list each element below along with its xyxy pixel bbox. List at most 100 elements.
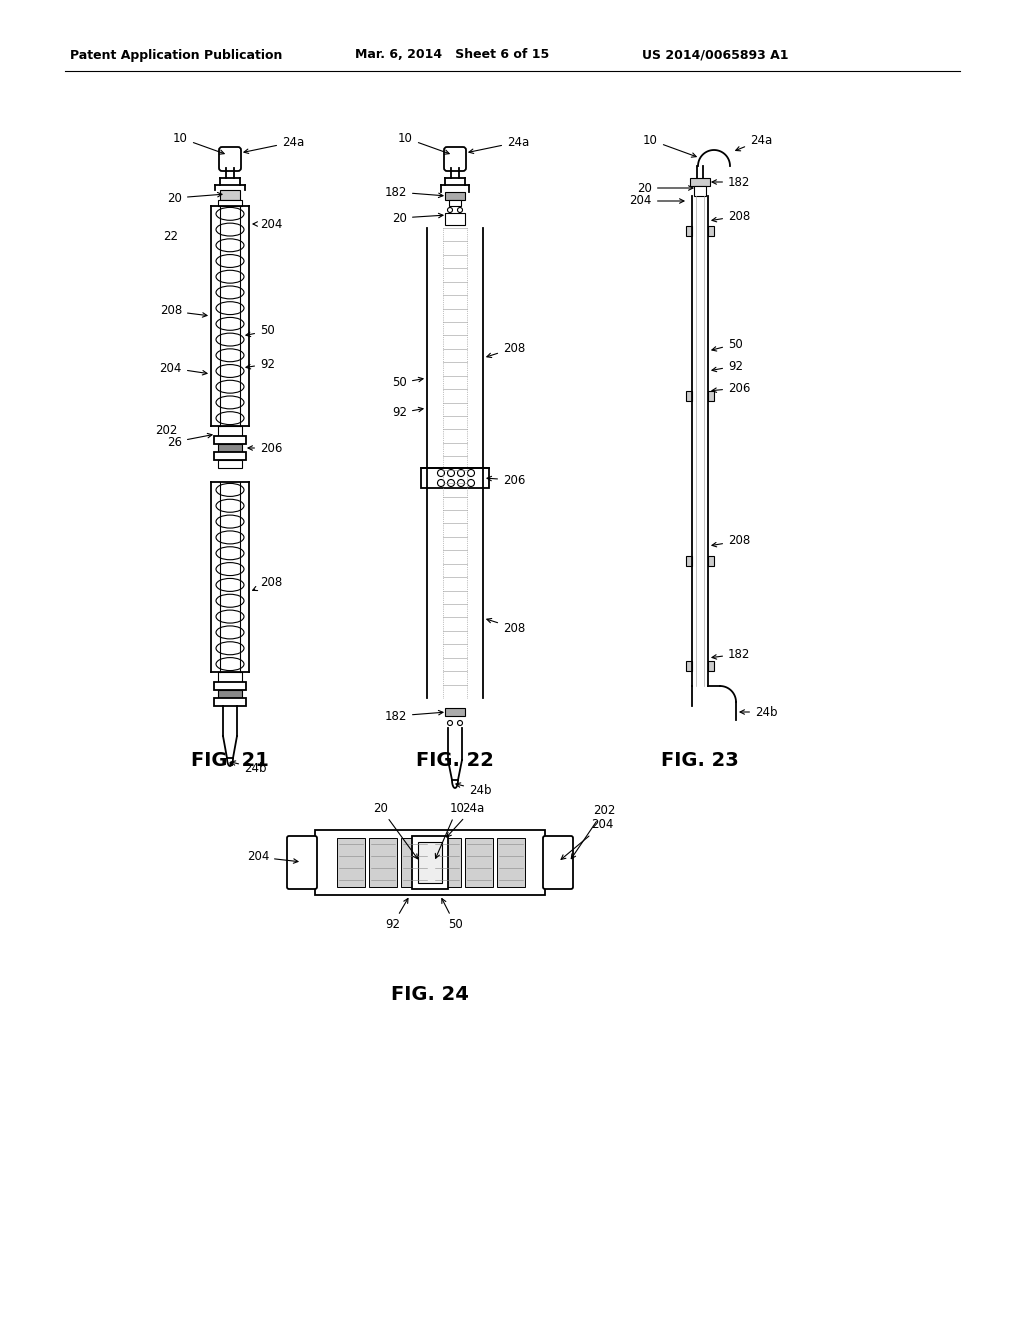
Text: 92: 92 bbox=[385, 899, 408, 932]
Bar bbox=[214, 451, 246, 459]
Text: 50: 50 bbox=[441, 899, 463, 932]
Ellipse shape bbox=[447, 470, 455, 477]
Bar bbox=[497, 838, 525, 887]
Ellipse shape bbox=[216, 412, 244, 425]
Text: 182: 182 bbox=[385, 710, 443, 722]
Text: FIG. 23: FIG. 23 bbox=[662, 751, 739, 770]
Ellipse shape bbox=[216, 578, 244, 591]
Text: US 2014/0065893 A1: US 2014/0065893 A1 bbox=[642, 49, 788, 62]
Text: 182: 182 bbox=[712, 648, 751, 660]
Text: 24b: 24b bbox=[230, 760, 266, 775]
Ellipse shape bbox=[216, 207, 244, 220]
Ellipse shape bbox=[447, 721, 453, 726]
Text: 92: 92 bbox=[712, 359, 743, 372]
Text: 208: 208 bbox=[712, 535, 751, 548]
Text: 10: 10 bbox=[435, 801, 465, 858]
Text: 50: 50 bbox=[246, 325, 274, 338]
Bar bbox=[686, 391, 692, 401]
Bar bbox=[418, 842, 442, 883]
Ellipse shape bbox=[216, 657, 244, 671]
FancyBboxPatch shape bbox=[219, 147, 241, 172]
Text: 182: 182 bbox=[712, 176, 751, 189]
Ellipse shape bbox=[216, 515, 244, 528]
Bar bbox=[445, 213, 465, 224]
Text: FIG. 21: FIG. 21 bbox=[191, 751, 269, 770]
Text: 20: 20 bbox=[167, 191, 222, 205]
Bar bbox=[218, 201, 242, 206]
Ellipse shape bbox=[216, 499, 244, 512]
Bar bbox=[214, 436, 246, 444]
Text: 50: 50 bbox=[712, 338, 742, 351]
Bar bbox=[218, 426, 242, 436]
Bar bbox=[686, 661, 692, 671]
Ellipse shape bbox=[216, 594, 244, 607]
Bar bbox=[218, 690, 242, 698]
Ellipse shape bbox=[216, 364, 244, 378]
Ellipse shape bbox=[216, 239, 244, 252]
Ellipse shape bbox=[458, 207, 463, 213]
Text: 182: 182 bbox=[385, 186, 443, 198]
Text: 26: 26 bbox=[167, 433, 212, 449]
Bar bbox=[686, 556, 692, 566]
Ellipse shape bbox=[216, 271, 244, 284]
Ellipse shape bbox=[468, 479, 474, 487]
Bar bbox=[445, 191, 465, 201]
Bar bbox=[369, 838, 397, 887]
Bar bbox=[708, 226, 714, 236]
Bar bbox=[686, 226, 692, 236]
Ellipse shape bbox=[437, 479, 444, 487]
Ellipse shape bbox=[216, 642, 244, 655]
Bar bbox=[445, 708, 465, 715]
Bar bbox=[315, 830, 545, 895]
Text: 206: 206 bbox=[712, 381, 751, 395]
Bar bbox=[690, 178, 710, 186]
Text: 204: 204 bbox=[630, 194, 684, 207]
Ellipse shape bbox=[216, 546, 244, 560]
Ellipse shape bbox=[216, 380, 244, 393]
FancyBboxPatch shape bbox=[543, 836, 573, 888]
Bar bbox=[337, 838, 365, 887]
Text: FIG. 24: FIG. 24 bbox=[391, 986, 469, 1005]
Ellipse shape bbox=[458, 721, 463, 726]
Text: 208: 208 bbox=[160, 305, 207, 318]
Text: 24b: 24b bbox=[456, 783, 492, 796]
Text: 208: 208 bbox=[486, 619, 525, 635]
Text: 22: 22 bbox=[163, 230, 178, 243]
Ellipse shape bbox=[437, 470, 444, 477]
Bar bbox=[708, 391, 714, 401]
Text: 208: 208 bbox=[486, 342, 525, 358]
Bar bbox=[465, 838, 493, 887]
Bar bbox=[694, 186, 706, 195]
Ellipse shape bbox=[216, 223, 244, 236]
Bar bbox=[708, 556, 714, 566]
FancyBboxPatch shape bbox=[444, 147, 466, 172]
Ellipse shape bbox=[216, 348, 244, 362]
Bar bbox=[708, 661, 714, 671]
Bar bbox=[214, 682, 246, 690]
Text: FIG. 22: FIG. 22 bbox=[416, 751, 494, 770]
Ellipse shape bbox=[216, 302, 244, 314]
Text: 24a: 24a bbox=[446, 801, 484, 837]
Ellipse shape bbox=[216, 317, 244, 330]
Ellipse shape bbox=[447, 479, 455, 487]
Ellipse shape bbox=[447, 207, 453, 213]
Text: 10: 10 bbox=[398, 132, 450, 154]
Text: 204: 204 bbox=[247, 850, 298, 863]
Bar bbox=[218, 459, 242, 469]
Bar bbox=[421, 469, 489, 488]
Bar bbox=[433, 838, 461, 887]
Ellipse shape bbox=[216, 396, 244, 409]
Bar bbox=[214, 698, 246, 706]
Text: 20: 20 bbox=[373, 801, 418, 859]
Ellipse shape bbox=[458, 470, 465, 477]
Text: Patent Application Publication: Patent Application Publication bbox=[70, 49, 283, 62]
Ellipse shape bbox=[216, 610, 244, 623]
Ellipse shape bbox=[216, 255, 244, 268]
Text: 204: 204 bbox=[253, 218, 283, 231]
Text: 206: 206 bbox=[487, 474, 525, 487]
Text: 50: 50 bbox=[392, 376, 423, 389]
Text: 202: 202 bbox=[156, 424, 178, 437]
Text: 24b: 24b bbox=[740, 705, 777, 718]
Text: 204: 204 bbox=[160, 362, 207, 375]
Ellipse shape bbox=[216, 562, 244, 576]
